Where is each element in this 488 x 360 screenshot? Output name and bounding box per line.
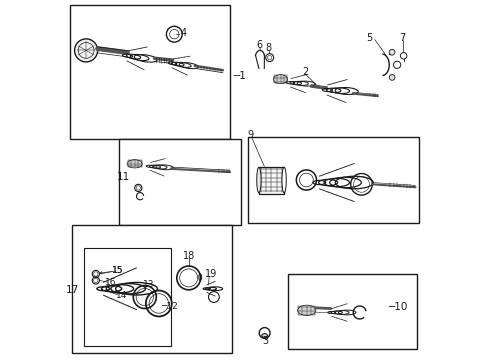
Bar xyxy=(287,274,416,349)
Bar xyxy=(118,139,241,225)
Text: ─12: ─12 xyxy=(161,302,177,311)
Text: 15: 15 xyxy=(112,266,123,275)
Circle shape xyxy=(75,39,98,62)
Text: 15: 15 xyxy=(112,266,123,275)
Bar xyxy=(247,137,418,223)
Text: 7: 7 xyxy=(398,33,405,43)
Circle shape xyxy=(388,49,394,55)
Text: 16: 16 xyxy=(104,278,116,287)
Text: 4: 4 xyxy=(180,28,186,38)
Text: 14: 14 xyxy=(116,291,127,300)
Text: 2: 2 xyxy=(301,67,307,77)
Text: 8: 8 xyxy=(265,42,271,53)
Ellipse shape xyxy=(256,167,261,193)
Text: 18: 18 xyxy=(183,251,195,261)
Text: 19: 19 xyxy=(205,269,217,279)
Bar xyxy=(84,248,170,346)
Bar xyxy=(70,5,230,139)
Ellipse shape xyxy=(282,167,285,193)
Bar xyxy=(258,167,284,194)
Text: 17: 17 xyxy=(66,285,80,295)
Text: ─1: ─1 xyxy=(232,71,245,81)
Circle shape xyxy=(388,75,394,80)
Text: 3: 3 xyxy=(262,336,267,346)
Ellipse shape xyxy=(261,334,267,337)
Text: 6: 6 xyxy=(256,40,262,50)
Bar xyxy=(72,225,231,353)
Text: 11: 11 xyxy=(117,172,130,182)
Text: ─10: ─10 xyxy=(387,302,407,312)
Text: 9: 9 xyxy=(247,130,253,140)
Text: 5: 5 xyxy=(366,33,372,43)
Text: 13: 13 xyxy=(143,280,155,289)
